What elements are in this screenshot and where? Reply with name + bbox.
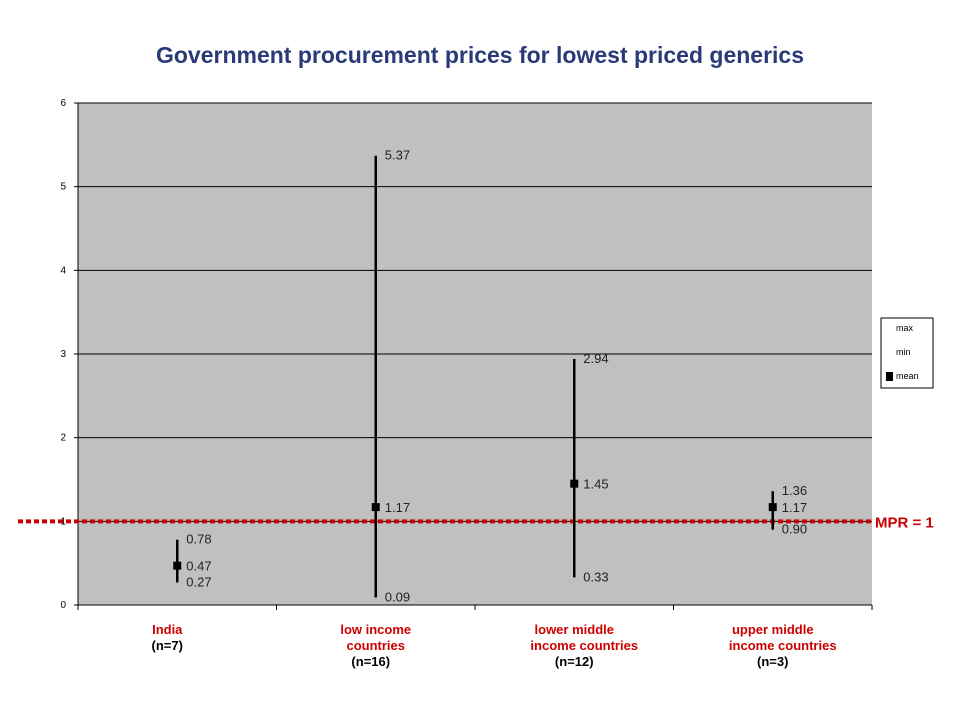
y-tick-label: 0 <box>60 600 66 611</box>
mean-label: 0.47 <box>186 559 211 574</box>
y-tick-label: 5 <box>60 182 66 193</box>
chart-title: Government procurement prices for lowest… <box>155 42 805 68</box>
legend-label: min <box>896 347 911 357</box>
mean-marker <box>173 561 182 570</box>
x-category-label: lower middle <box>535 622 614 637</box>
x-category-label: (n=16) <box>351 654 390 669</box>
min-label: 0.27 <box>186 574 211 589</box>
x-category-label: (n=7) <box>152 638 183 653</box>
max-label: 1.36 <box>782 483 807 498</box>
y-tick-label: 3 <box>60 349 66 360</box>
max-label: 0.78 <box>186 532 211 547</box>
mean-marker <box>371 503 380 512</box>
mean-marker <box>570 479 579 488</box>
x-category-label: India <box>152 622 183 637</box>
x-category-label: (n=3) <box>757 654 788 669</box>
y-tick-label: 1 <box>60 516 66 527</box>
min-label: 0.90 <box>782 522 807 537</box>
mean-label: 1.17 <box>782 500 807 515</box>
mean-label: 1.17 <box>385 500 410 515</box>
max-label: 5.37 <box>385 148 410 163</box>
x-category-label: income countries <box>729 638 837 653</box>
legend-mean-swatch <box>886 372 893 381</box>
x-category-label: (n=12) <box>555 654 594 669</box>
x-category-label: income countries <box>530 638 638 653</box>
legend-label: mean <box>896 371 919 381</box>
mean-label: 1.45 <box>583 477 608 492</box>
x-category-label: upper middle <box>732 622 814 637</box>
legend-label: max <box>896 323 914 333</box>
max-label: 2.94 <box>583 351 608 366</box>
reference-line-label: MPR = 1 <box>875 514 934 531</box>
min-label: 0.09 <box>385 589 410 604</box>
y-tick-label: 2 <box>60 433 66 444</box>
y-tick-label: 4 <box>60 265 66 276</box>
y-tick-label: 6 <box>60 98 66 109</box>
mean-marker <box>768 503 777 512</box>
x-category-label: countries <box>346 638 405 653</box>
x-category-label: low income <box>340 622 411 637</box>
min-label: 0.33 <box>583 569 608 584</box>
